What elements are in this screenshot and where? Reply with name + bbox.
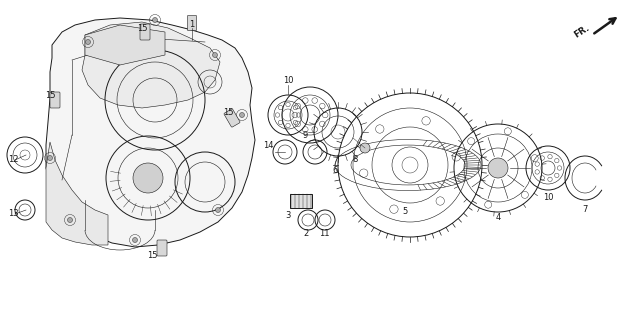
Polygon shape	[85, 25, 165, 65]
Text: 12: 12	[8, 156, 18, 164]
Circle shape	[216, 207, 221, 212]
Text: 9: 9	[302, 131, 308, 140]
Text: 15: 15	[223, 108, 233, 116]
Polygon shape	[46, 18, 255, 247]
Text: 4: 4	[495, 213, 501, 222]
Circle shape	[240, 113, 244, 117]
FancyBboxPatch shape	[140, 24, 150, 40]
Circle shape	[67, 218, 73, 222]
Text: 15: 15	[147, 252, 157, 260]
Circle shape	[360, 143, 370, 153]
Text: 3: 3	[286, 211, 291, 220]
Text: 8: 8	[352, 156, 357, 164]
FancyBboxPatch shape	[290, 194, 312, 208]
Circle shape	[85, 39, 90, 44]
FancyBboxPatch shape	[157, 240, 167, 256]
Text: 5: 5	[403, 207, 408, 217]
Circle shape	[133, 163, 163, 193]
Text: FR.: FR.	[572, 23, 591, 40]
Text: 14: 14	[263, 140, 273, 149]
Polygon shape	[46, 142, 108, 245]
Circle shape	[153, 18, 158, 22]
Text: 15: 15	[45, 91, 55, 100]
Text: 1: 1	[190, 20, 195, 28]
FancyBboxPatch shape	[224, 109, 240, 127]
Text: 15: 15	[137, 23, 148, 33]
Circle shape	[212, 52, 218, 58]
Text: 13: 13	[8, 210, 18, 219]
Circle shape	[132, 237, 137, 243]
Text: 7: 7	[583, 205, 588, 214]
FancyBboxPatch shape	[188, 15, 197, 30]
Text: 10: 10	[283, 76, 293, 84]
Polygon shape	[82, 22, 220, 108]
Text: 10: 10	[543, 194, 553, 203]
Text: 11: 11	[319, 229, 329, 238]
Text: 2: 2	[303, 229, 308, 238]
Circle shape	[488, 158, 508, 178]
Text: 6: 6	[333, 165, 338, 174]
FancyBboxPatch shape	[50, 92, 60, 108]
Circle shape	[48, 156, 53, 161]
